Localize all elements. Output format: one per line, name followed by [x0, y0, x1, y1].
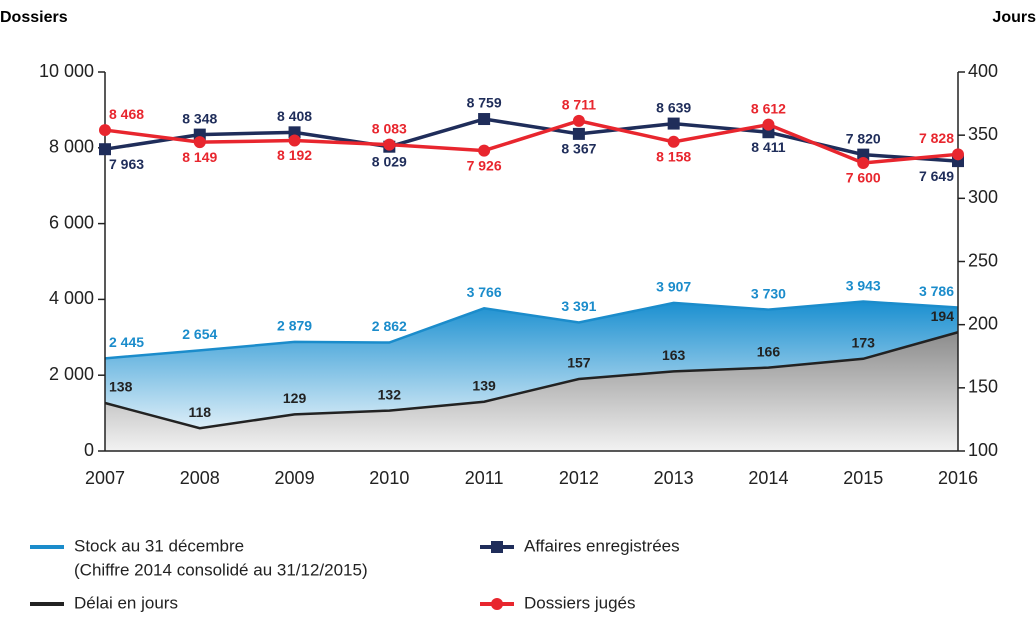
marker	[572, 127, 585, 140]
marker	[572, 114, 585, 127]
x-tick-label: 2007	[85, 468, 125, 488]
y-tick-label: 8 000	[49, 137, 94, 157]
legend-label: Délai en jours	[74, 593, 178, 612]
x-tick-label: 2009	[275, 468, 315, 488]
x-tick-label: 2015	[843, 468, 883, 488]
marker	[99, 143, 111, 156]
value-label: 8 149	[182, 149, 217, 165]
y2-tick-label: 400	[968, 61, 998, 81]
value-label: 7 926	[467, 157, 502, 173]
value-label: 129	[283, 390, 307, 406]
marker	[667, 135, 680, 148]
value-label: 132	[378, 386, 402, 402]
value-label: 7 649	[919, 168, 954, 184]
x-tick-label: 2016	[938, 468, 978, 488]
value-label: 166	[757, 343, 781, 359]
legend-note: (Chiffre 2014 consolidé au 31/12/2015)	[74, 560, 368, 579]
y2-tick-label: 350	[968, 124, 998, 144]
y2-tick-label: 250	[968, 250, 998, 270]
value-label: 3 730	[751, 285, 786, 301]
marker	[857, 148, 870, 161]
value-label: 163	[662, 347, 686, 363]
y-tick-label: 2 000	[49, 364, 94, 384]
value-label: 3 943	[846, 277, 881, 293]
legend-label: Dossiers jugés	[524, 593, 636, 612]
value-label: 7 828	[919, 130, 954, 146]
legend-marker	[491, 541, 503, 553]
value-label: 138	[109, 379, 133, 395]
area-line	[104, 331, 959, 430]
marker	[193, 136, 206, 149]
y2-tick-label: 300	[968, 187, 998, 207]
y2-tick-label: 200	[968, 313, 998, 333]
value-label: 194	[931, 308, 955, 324]
value-label: 7 600	[846, 170, 881, 186]
value-label: 3 391	[561, 298, 596, 314]
x-tick-label: 2013	[654, 468, 694, 488]
x-tick-label: 2014	[748, 468, 788, 488]
value-label: 8 759	[467, 95, 502, 111]
value-label: 8 348	[182, 110, 217, 126]
value-label: 8 158	[656, 149, 691, 165]
legend-marker	[491, 598, 503, 610]
value-label: 8 083	[372, 120, 407, 136]
value-label: 139	[472, 377, 496, 393]
value-label: 8 192	[277, 147, 312, 163]
y-tick-label: 0	[84, 440, 94, 460]
x-tick-label: 2011	[465, 468, 504, 488]
y-tick-label: 10 000	[39, 61, 94, 81]
marker	[383, 138, 396, 151]
x-tick-label: 2012	[559, 468, 599, 488]
y-axis-label: Dossiers	[0, 9, 68, 26]
y-tick-label: 6 000	[49, 212, 94, 232]
value-label: 8 408	[277, 108, 312, 124]
value-label: 3 766	[467, 284, 502, 300]
x-tick-label: 2010	[369, 468, 409, 488]
value-label: 173	[852, 334, 876, 350]
value-label: 7 820	[846, 130, 881, 146]
marker	[288, 126, 301, 139]
marker	[478, 144, 491, 157]
value-label: 3 786	[919, 283, 954, 299]
value-label: 7 963	[109, 156, 144, 172]
value-label: 2 654	[182, 326, 217, 342]
marker	[762, 118, 775, 131]
area-line	[104, 300, 959, 360]
marker	[478, 113, 491, 126]
marker	[667, 117, 680, 130]
x-tick-label: 2008	[180, 468, 220, 488]
y2-axis-label: Jours	[992, 9, 1036, 26]
legend-label: Affaires enregistrées	[524, 536, 680, 555]
y2-tick-label: 100	[968, 440, 998, 460]
value-label: 8 367	[561, 141, 596, 157]
value-label: 8 711	[562, 97, 596, 113]
marker	[288, 134, 301, 147]
marker	[857, 156, 870, 169]
value-label: 118	[188, 404, 211, 420]
value-label: 8 639	[656, 99, 691, 115]
value-label: 2 862	[372, 318, 407, 334]
value-label: 2 879	[277, 318, 312, 334]
value-label: 157	[567, 355, 591, 371]
line	[104, 119, 959, 165]
value-label: 2 445	[109, 334, 144, 350]
marker	[952, 148, 964, 161]
value-label: 8 411	[751, 139, 785, 155]
y-tick-label: 4 000	[49, 288, 94, 308]
value-label: 8 468	[109, 106, 144, 122]
value-label: 8 612	[751, 100, 786, 116]
value-label: 3 907	[656, 279, 691, 295]
y2-tick-label: 150	[968, 377, 998, 397]
legend-label: Stock au 31 décembre	[74, 536, 244, 555]
marker	[99, 124, 111, 137]
value-label: 8 029	[372, 153, 407, 169]
